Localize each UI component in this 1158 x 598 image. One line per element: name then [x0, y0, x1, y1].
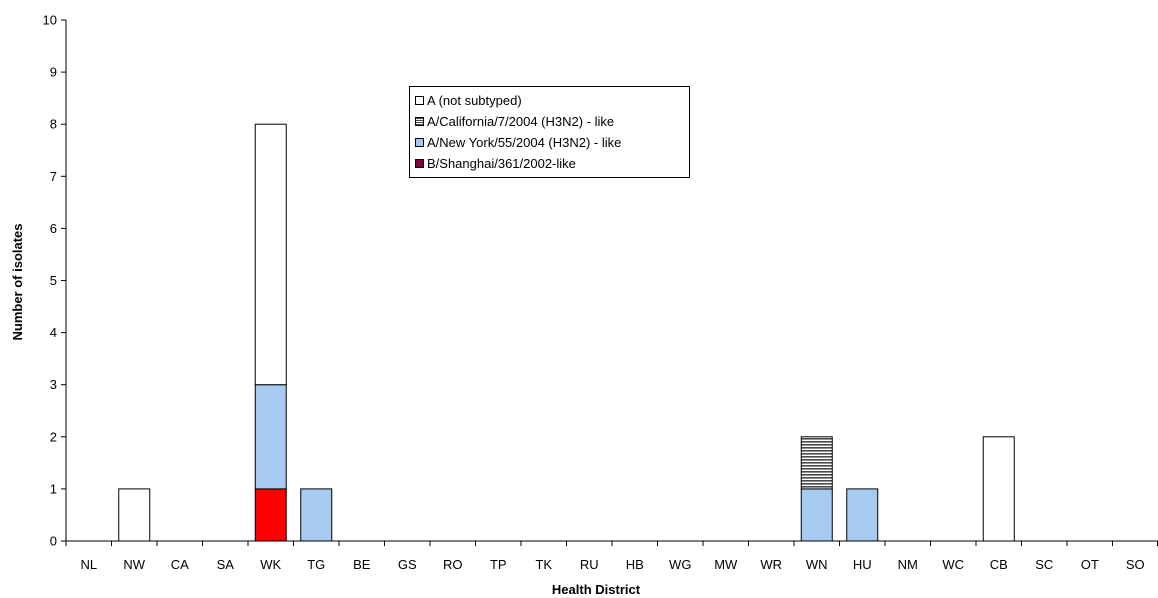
x-axis-title: Health District	[552, 582, 641, 597]
x-tick-label: TG	[307, 557, 325, 572]
x-tick-label: TK	[535, 557, 552, 572]
x-tick-label: CA	[171, 557, 189, 572]
y-tick-label: 1	[50, 481, 57, 496]
x-tick-label: WK	[260, 557, 281, 572]
legend-swatch	[415, 117, 424, 126]
legend-swatch	[415, 96, 424, 105]
bar-segment	[254, 384, 287, 490]
legend-swatch	[415, 138, 424, 147]
legend-label: A/New York/55/2004 (H3N2) - like	[427, 135, 622, 150]
x-tick-label: SA	[217, 557, 235, 572]
bar-segment	[118, 488, 151, 542]
bar-segment	[254, 488, 287, 542]
x-tick-label: WN	[806, 557, 828, 572]
x-tick-label: TP	[490, 557, 507, 572]
y-tick-label: 10	[43, 13, 57, 28]
bar-segment	[846, 488, 879, 542]
bar-segment	[982, 436, 1015, 542]
y-axis: 0 1 2 3 4 5 6 7 8 9 10	[43, 13, 67, 549]
x-tick-label: NW	[123, 557, 145, 572]
x-tick-label: CB	[990, 557, 1008, 572]
bars	[118, 123, 1015, 542]
y-tick-label: 3	[50, 377, 57, 392]
y-tick-label: 5	[50, 273, 57, 288]
legend-label: B/Shanghai/361/2002-like	[427, 156, 576, 171]
x-tick-label: WG	[669, 557, 691, 572]
bar-segment	[300, 488, 333, 542]
legend-label: A/California/7/2004 (H3N2) - like	[427, 114, 615, 129]
y-tick-label: 8	[50, 117, 57, 132]
x-tick-label: OT	[1081, 557, 1099, 572]
legend-item: A (not subtyped)	[415, 90, 689, 111]
x-tick-label: WC	[942, 557, 964, 572]
x-tick-label: RO	[443, 557, 463, 572]
y-tick-label: 0	[50, 534, 57, 549]
chart-legend: A (not subtyped) A/California/7/2004 (H3N…	[409, 86, 690, 178]
x-axis: NL NW CA SA WK TG BE GS RO TP TK RU HB WG MW WR WN HU NM WC…	[65, 540, 1158, 572]
x-tick-label: MW	[714, 557, 738, 572]
x-tick-label: GS	[398, 557, 417, 572]
y-tick-label: 6	[50, 221, 57, 236]
y-axis-title: Number of isolates	[10, 223, 25, 340]
legend-item: B/Shanghai/361/2002-like	[415, 153, 689, 174]
bar-segment	[800, 488, 833, 542]
x-tick-label: SO	[1126, 557, 1145, 572]
x-tick-label: HB	[626, 557, 644, 572]
x-tick-label: WR	[760, 557, 782, 572]
legend-item: A/California/7/2004 (H3N2) - like	[415, 111, 689, 132]
x-tick-label: HU	[853, 557, 872, 572]
x-tick-label: RU	[580, 557, 599, 572]
x-tick-label: SC	[1035, 557, 1053, 572]
legend-item: A/New York/55/2004 (H3N2) - like	[415, 132, 689, 153]
bar-segment	[254, 123, 287, 386]
y-tick-label: 2	[50, 429, 57, 444]
y-tick-label: 7	[50, 169, 57, 184]
bar-segment	[800, 436, 833, 490]
x-tick-label: NM	[898, 557, 918, 572]
y-tick-label: 4	[50, 325, 57, 340]
x-tick-label: NL	[80, 557, 97, 572]
legend-swatch	[415, 159, 424, 168]
legend-label: A (not subtyped)	[427, 93, 522, 108]
y-tick-label: 9	[50, 65, 57, 80]
x-tick-label: BE	[353, 557, 371, 572]
